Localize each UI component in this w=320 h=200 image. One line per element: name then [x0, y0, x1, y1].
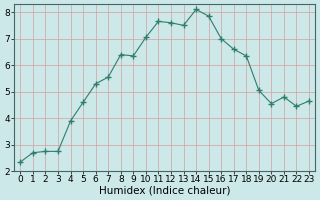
X-axis label: Humidex (Indice chaleur): Humidex (Indice chaleur) [99, 186, 230, 196]
